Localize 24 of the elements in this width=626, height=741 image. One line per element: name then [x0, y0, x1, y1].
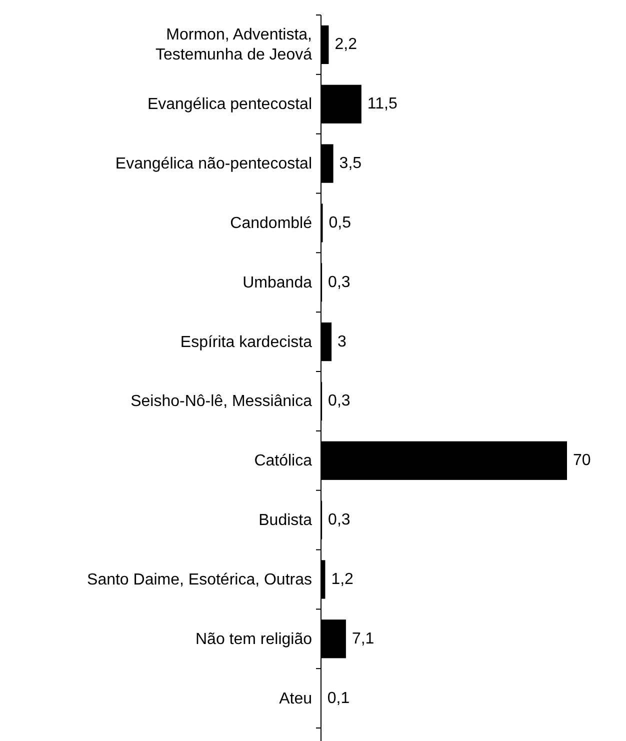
data-label: 7,1 — [352, 630, 374, 648]
y-tick-label: Espírita kardecista — [180, 333, 312, 350]
data-label: 70 — [573, 452, 591, 470]
y-tick-label: Seisho-Nô-lê, Messiânica — [130, 392, 312, 410]
y-tick-label: Evangélica pentecostal — [147, 96, 312, 113]
y-tick-label: Evangélica não-pentecostal — [115, 155, 312, 172]
data-label: 0,3 — [328, 512, 350, 529]
y-tick-label: Não tem religião — [196, 630, 312, 648]
data-label: 0,5 — [328, 214, 352, 232]
data-label: 0,3 — [328, 274, 350, 291]
data-label: 3 — [338, 333, 347, 350]
y-tick-label: Ateu — [279, 690, 312, 707]
data-label: 1,2 — [331, 570, 354, 588]
y-tick-label: Umbanda — [242, 274, 312, 291]
data-label: 0,3 — [328, 392, 350, 410]
y-tick-label: Candomblé — [230, 214, 312, 232]
data-label: 2,2 — [334, 36, 358, 54]
y-tick-label: Mormon, Adventista, Testemunha de Jeová — [155, 26, 312, 64]
data-label: 3,5 — [339, 155, 362, 172]
y-tick-label: Católica — [254, 452, 312, 470]
data-label: 11,5 — [367, 96, 398, 113]
data-label: 0,1 — [327, 690, 350, 707]
y-tick-label: Budista — [258, 512, 312, 529]
y-tick-label: Santo Daime, Esotérica, Outras — [87, 570, 312, 588]
